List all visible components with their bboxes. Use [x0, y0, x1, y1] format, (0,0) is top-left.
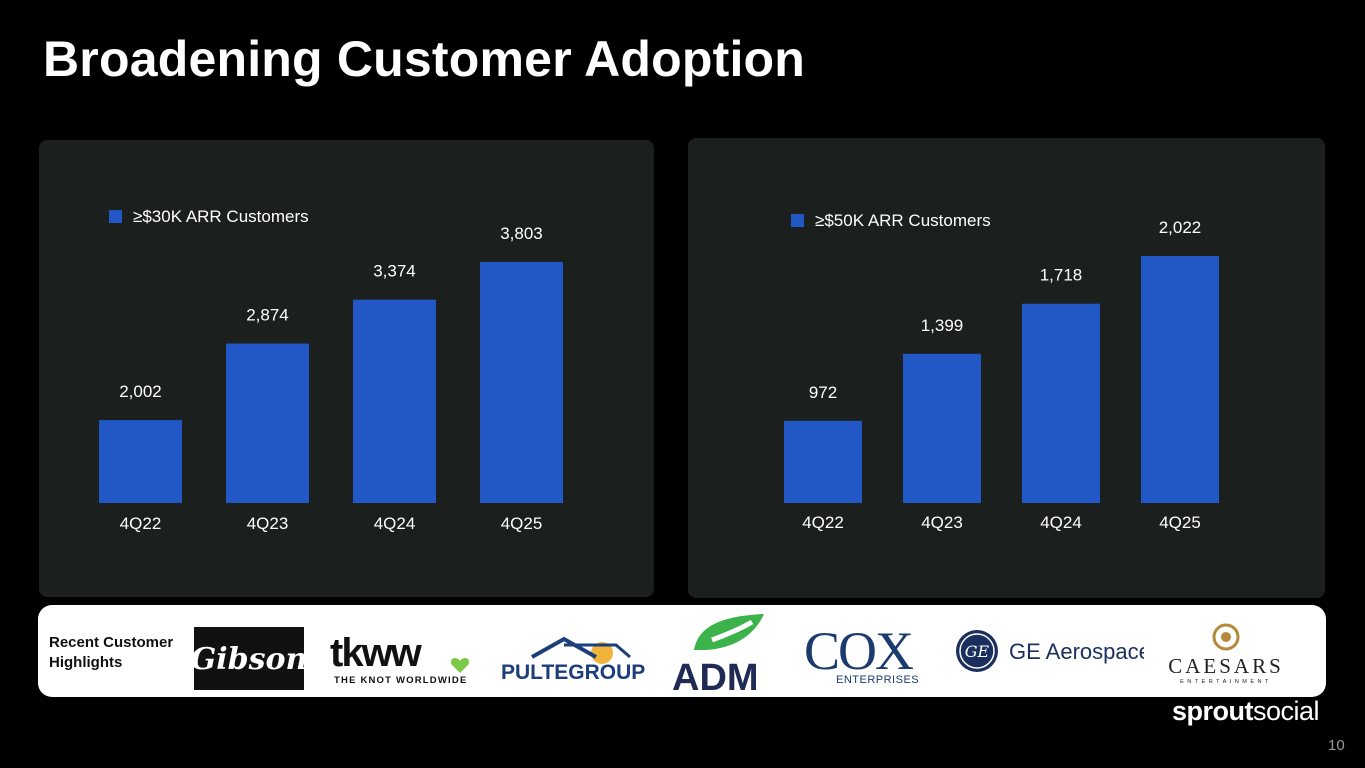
ge-aerospace-logo-text: GE Aerospace	[1009, 639, 1144, 664]
caesars-logo-text: CAESARS	[1168, 654, 1284, 678]
adm-logo-text: ADM	[672, 657, 759, 692]
cox-enterprises-logo: COX ENTERPRISES	[804, 621, 930, 687]
gibson-logo: Gibson	[191, 627, 307, 690]
pultegroup-logo: PULTEGROUP	[498, 631, 648, 687]
brand-light-text: social	[1253, 696, 1320, 726]
ge-monogram-icon	[956, 630, 998, 672]
customer-highlights-strip: Recent Customer Highlights Gibson tkww T…	[38, 605, 1326, 699]
bar-4Q22	[99, 420, 182, 503]
bar-4Q25	[1141, 256, 1219, 503]
bar-4Q24	[353, 299, 436, 503]
legend-swatch	[791, 214, 804, 227]
bar-4Q23	[226, 343, 309, 503]
category-label-4Q22: 4Q22	[802, 513, 844, 532]
cox-logo-subtitle: ENTERPRISES	[836, 674, 919, 686]
caesars-logo: CAESARS ENTERTAINMENT	[1166, 621, 1286, 687]
data-label-4Q23: 1,399	[921, 316, 964, 335]
heart-icon	[450, 658, 470, 673]
data-label-4Q23: 2,874	[246, 306, 289, 325]
brand-bold-text: sprout	[1172, 696, 1254, 726]
category-label-4Q25: 4Q25	[501, 514, 543, 533]
adm-logo: ADM	[672, 610, 782, 699]
category-label-4Q24: 4Q24	[1040, 513, 1082, 532]
category-label-4Q24: 4Q24	[374, 514, 416, 533]
pultegroup-logo-text: PULTEGROUP	[501, 661, 645, 684]
tkww-logo-subtitle: THE KNOT WORLDWIDE	[334, 675, 467, 686]
category-label-4Q23: 4Q23	[247, 514, 289, 533]
data-label-4Q25: 3,803	[500, 224, 543, 243]
data-label-4Q22: 2,002	[119, 382, 162, 401]
chart-panel-50k: ≥$50K ARR Customers 972 4Q22 1,399 4Q23 1,718…	[688, 138, 1325, 598]
ge-monogram-text: GE	[965, 642, 990, 661]
gibson-logo-text: Gibson	[194, 642, 304, 677]
category-label-4Q22: 4Q22	[120, 514, 162, 533]
bar-4Q25	[480, 262, 563, 503]
legend-label: ≥$50K ARR Customers	[815, 211, 991, 230]
bar-4Q22	[784, 420, 862, 503]
data-label-4Q24: 1,718	[1040, 266, 1083, 285]
category-label-4Q23: 4Q23	[921, 513, 963, 532]
slide-title: Broadening Customer Adoption	[43, 31, 806, 87]
category-label-4Q25: 4Q25	[1159, 513, 1201, 532]
chart-panel-30k: ≥$30K ARR Customers 2,002 4Q22 2,874 4Q23 3,3…	[39, 140, 654, 597]
ge-aerospace-logo: GE GE Aerospace	[954, 627, 1151, 677]
bar-4Q24	[1022, 303, 1100, 503]
bar-4Q23	[903, 353, 981, 503]
sun-icon	[591, 642, 613, 664]
laurel-icon	[1212, 623, 1240, 651]
cox-logo-text: COX	[804, 625, 914, 681]
legend-swatch	[109, 210, 122, 223]
tkww-logo-text: tkww	[330, 631, 423, 675]
page-number: 10	[1328, 737, 1345, 754]
chart-30k-arr: ≥$30K ARR Customers 2,002 4Q22 2,874 4Q23 3,3…	[99, 207, 563, 533]
caesars-logo-subtitle: ENTERTAINMENT	[1180, 679, 1272, 685]
legend-label: ≥$30K ARR Customers	[133, 207, 309, 226]
data-label-4Q22: 972	[809, 383, 837, 402]
sproutsocial-logo: sproutsocial	[1172, 696, 1320, 727]
tkww-logo: tkww THE KNOT WORLDWIDE	[326, 631, 476, 689]
customer-highlights-label: Recent Customer Highlights	[49, 634, 174, 671]
roof-icon	[531, 636, 597, 659]
data-label-4Q24: 3,374	[373, 262, 416, 281]
data-label-4Q25: 2,022	[1159, 218, 1202, 237]
chart-50k-arr: ≥$50K ARR Customers 972 4Q22 1,399 4Q23 1,718…	[784, 211, 1219, 532]
